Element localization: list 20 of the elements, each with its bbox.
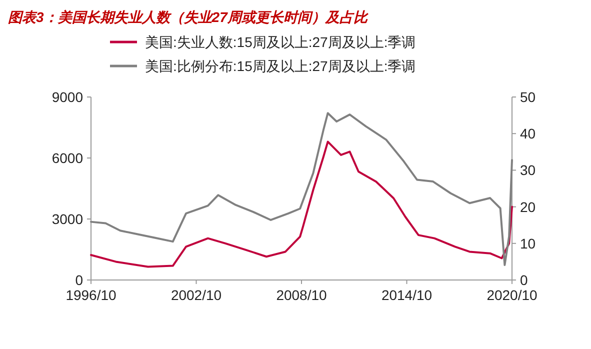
y2-tick-label: 40 <box>520 126 536 142</box>
y2-tick-label: 30 <box>520 162 536 178</box>
line-series <box>90 140 513 268</box>
x-tick-label: 2020/10 <box>486 287 538 303</box>
line-series <box>90 112 513 266</box>
x-tick-label: 2008/10 <box>276 287 328 303</box>
x-tick-label: 2014/10 <box>381 287 432 303</box>
legend-label: 美国:比例分布:15周及以上:27周及以上:季调 <box>145 58 416 74</box>
y2-tick-label: 0 <box>520 272 528 288</box>
x-tick-label: 1996/10 <box>66 287 117 303</box>
y2-tick-label: 10 <box>520 235 536 252</box>
chart-title: 图表3：美国长期失业人数（失业27周或更长时间）及占比 <box>8 9 370 25</box>
y2-tick-label: 20 <box>520 198 536 215</box>
y-tick-label: 0 <box>75 272 84 288</box>
x-tick-label: 2002/10 <box>170 287 222 303</box>
y-tick-label: 6000 <box>52 150 84 166</box>
y-tick-label: 9000 <box>52 89 84 105</box>
y2-tick-label: 50 <box>520 89 536 105</box>
legend-label: 美国:失业人数:15周及以上:27周及以上:季调 <box>145 34 416 50</box>
y-tick-label: 3000 <box>52 211 84 227</box>
